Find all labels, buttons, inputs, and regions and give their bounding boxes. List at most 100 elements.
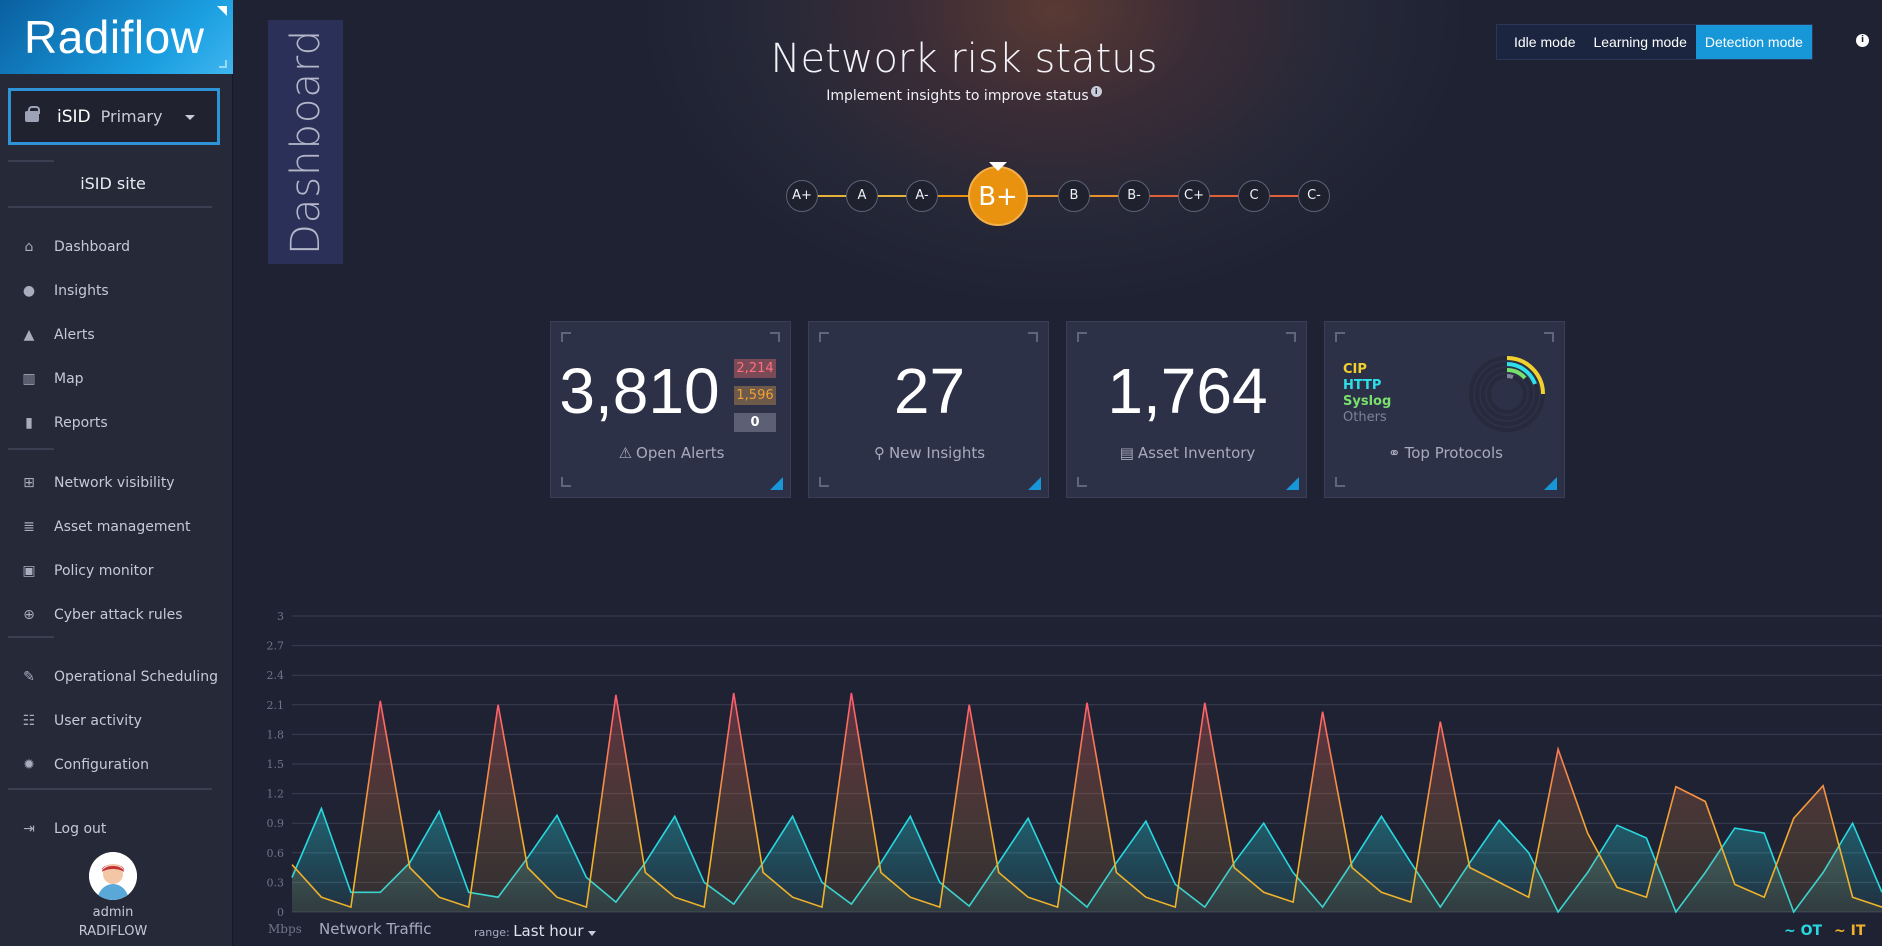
page-subtitle-text: Implement insights to improve status bbox=[826, 87, 1089, 104]
y-tick-label: 2.7 bbox=[267, 640, 285, 653]
open-alerts-count: 3,810 bbox=[559, 355, 720, 427]
protocol-label: HTTP bbox=[1343, 378, 1382, 393]
sidebar: Radiflow iSID Primary iSID site ⌂ Dashboa… bbox=[0, 0, 233, 946]
document-icon: ▤ bbox=[1119, 444, 1134, 462]
info-icon[interactable]: i bbox=[1090, 86, 1102, 97]
asset-inventory-card[interactable]: 1,764 ▤ Asset Inventory bbox=[1066, 321, 1307, 498]
new-insights-card[interactable]: 27 ⚲ New Insights bbox=[808, 321, 1049, 498]
http-arc bbox=[1506, 362, 1537, 385]
divider bbox=[8, 788, 212, 790]
severity-badge[interactable]: 1,596 bbox=[734, 386, 776, 405]
sidebar-item-label: User activity bbox=[54, 713, 142, 729]
logout-icon: ⇥ bbox=[23, 821, 35, 837]
sidebar-item-label: Log out bbox=[54, 821, 107, 837]
users-icon: ☷ bbox=[22, 713, 36, 729]
site-value: Primary bbox=[100, 107, 163, 126]
grade-node: A- bbox=[906, 180, 938, 212]
top-protocols-label: Top Protocols bbox=[1404, 444, 1503, 462]
corner-bracket-icon bbox=[219, 60, 227, 68]
sidebar-item-log-out[interactable]: ⇥ Log out bbox=[20, 818, 106, 840]
y-tick-label: 2.1 bbox=[267, 699, 285, 712]
mode-idle-mode-button[interactable]: Idle mode bbox=[1514, 34, 1576, 50]
sidebar-item-dashboard[interactable]: ⌂ Dashboard bbox=[20, 236, 130, 258]
sidebar-item-network-visibility[interactable]: ⊞ Network visibility bbox=[20, 472, 175, 494]
database-icon: ≣ bbox=[23, 519, 35, 535]
network-icon: ⊞ bbox=[23, 475, 35, 491]
grade-node: C bbox=[1238, 180, 1270, 212]
series-line-1 bbox=[291, 692, 1882, 909]
legend-ot[interactable]: ~ OT bbox=[1784, 923, 1823, 939]
protocol-label: CIP bbox=[1343, 362, 1367, 377]
severity-badge[interactable]: 2,214 bbox=[734, 359, 776, 378]
asset-inventory-label: Asset Inventory bbox=[1137, 444, 1256, 462]
grade-node: C- bbox=[1298, 180, 1330, 212]
warning-icon: ▲ bbox=[23, 327, 35, 343]
grade-pointer-icon bbox=[989, 162, 1007, 171]
sidebar-item-asset-management[interactable]: ≣ Asset management bbox=[20, 516, 191, 538]
sidebar-item-policy-monitor[interactable]: ▣ Policy monitor bbox=[20, 560, 154, 582]
sidebar-item-label: Asset management bbox=[54, 519, 191, 535]
grade-node: B bbox=[1058, 180, 1090, 212]
series-area-1 bbox=[292, 693, 1882, 912]
y-tick-label: 3 bbox=[277, 610, 284, 623]
info-icon[interactable]: i bbox=[1856, 34, 1869, 47]
expand-corner-icon[interactable] bbox=[770, 477, 783, 490]
divider bbox=[8, 206, 212, 208]
mode-detection-mode-button[interactable]: Detection mode bbox=[1695, 25, 1812, 59]
page-title-text: Network risk status bbox=[770, 36, 1158, 82]
collapse-corner-icon[interactable] bbox=[217, 6, 227, 16]
page-subtitle: Implement insights to improve status i bbox=[234, 86, 1882, 104]
dashboard-vertical-tab[interactable]: Dashboard bbox=[268, 20, 343, 264]
sidebar-item-configuration[interactable]: ✹ Configuration bbox=[20, 754, 149, 776]
sidebar-item-cyber-attack-rules[interactable]: ⊕ Cyber attack rules bbox=[20, 604, 182, 626]
user-name: admin bbox=[92, 905, 134, 920]
protocol-label: Others bbox=[1343, 410, 1387, 425]
divider bbox=[8, 448, 54, 450]
gear-icon: ✹ bbox=[23, 757, 35, 773]
range-selector[interactable]: range: Last hour bbox=[474, 922, 596, 940]
expand-corner-icon[interactable] bbox=[1544, 477, 1557, 490]
others-arc bbox=[1506, 373, 1514, 379]
network-traffic-chart: 0 0.3 0.6 0.9 1.2 1.5 1.8 2.1 2.4 2.7 3 bbox=[267, 610, 1882, 919]
sidebar-item-insights[interactable]: ● Insights bbox=[20, 280, 109, 302]
policy-icon: ▣ bbox=[22, 563, 36, 579]
protocols-radial-chart bbox=[1469, 356, 1545, 432]
link-icon: ⚭ bbox=[1388, 444, 1401, 462]
logo-text: Radiflow bbox=[24, 11, 205, 63]
sidebar-item-label: Alerts bbox=[54, 327, 95, 343]
sidebar-item-reports[interactable]: ▮ Reports bbox=[20, 412, 108, 434]
sidebar-item-alerts[interactable]: ▲ Alerts bbox=[20, 324, 95, 346]
sidebar-item-map[interactable]: ▥ Map bbox=[20, 368, 83, 390]
mode-learning-mode-button[interactable]: Learning mode bbox=[1593, 34, 1687, 50]
range-label: range: bbox=[474, 926, 510, 939]
grade-node: A bbox=[846, 180, 878, 212]
y-tick-label: 1.2 bbox=[267, 788, 285, 801]
chevron-down-icon bbox=[185, 115, 195, 120]
site-selector[interactable]: iSID Primary bbox=[8, 88, 220, 145]
grade-node: B- bbox=[1118, 180, 1150, 212]
sidebar-item-label: Insights bbox=[54, 283, 109, 299]
y-tick-label: 0 bbox=[277, 906, 284, 919]
target-icon: ⊕ bbox=[23, 607, 35, 623]
expand-corner-icon[interactable] bbox=[1286, 477, 1299, 490]
sidebar-item-user-activity[interactable]: ☷ User activity bbox=[20, 710, 142, 732]
chart-title: Network Traffic bbox=[319, 920, 432, 938]
wrench-icon: ✎ bbox=[23, 669, 35, 685]
expand-corner-icon[interactable] bbox=[1028, 477, 1041, 490]
site-product: iSID bbox=[57, 106, 91, 127]
y-tick-label: 1.5 bbox=[267, 758, 285, 771]
sidebar-item-label: Configuration bbox=[54, 757, 149, 773]
sidebar-item-operational-scheduling[interactable]: ✎ Operational Scheduling bbox=[20, 666, 218, 688]
top-protocols-card[interactable]: CIP HTTP Syslog Others ⚭ Top Protocols bbox=[1324, 321, 1565, 498]
avatar[interactable] bbox=[89, 852, 137, 900]
severity-badge[interactable]: 0 bbox=[734, 413, 776, 432]
sidebar-item-label: Operational Scheduling bbox=[54, 669, 218, 685]
home-icon: ⌂ bbox=[24, 239, 34, 255]
legend-it[interactable]: ~ IT bbox=[1834, 923, 1866, 939]
open-alerts-card[interactable]: 3,810 2,214 1,596 0 ⚠ Open Alerts bbox=[550, 321, 791, 498]
sidebar-item-label: Network visibility bbox=[54, 475, 175, 491]
mode-toggle-group: Idle mode Learning mode Detection mode bbox=[1496, 24, 1813, 60]
y-tick-label: 0.9 bbox=[267, 817, 285, 830]
radiflow-logo[interactable]: Radiflow bbox=[0, 0, 233, 74]
sidebar-item-label: Policy monitor bbox=[54, 563, 154, 579]
